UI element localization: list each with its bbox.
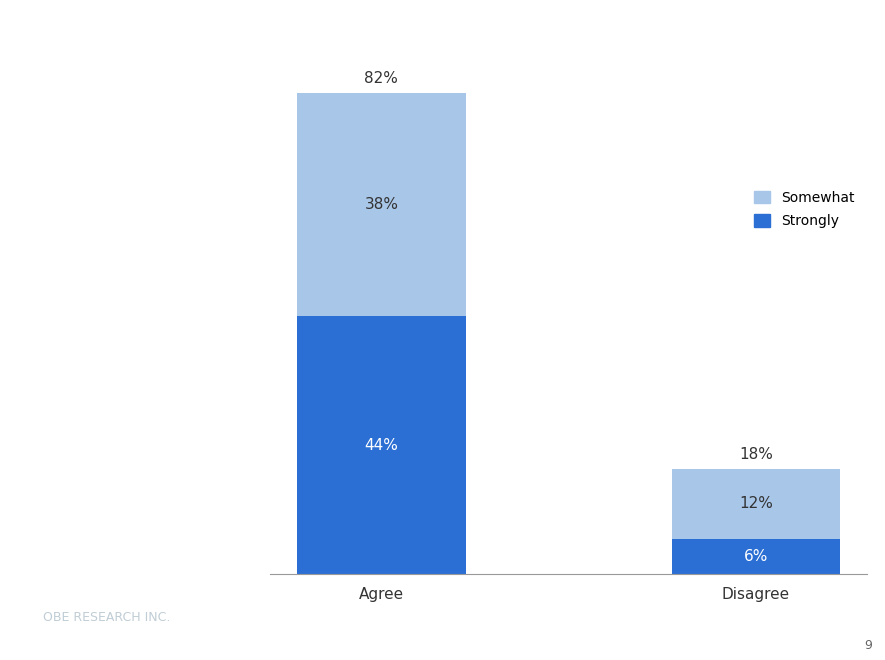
Text: PR: PR: [21, 610, 40, 624]
Bar: [297, 316, 466, 574]
Text: 12%: 12%: [739, 496, 773, 512]
Text: 9: 9: [864, 639, 872, 652]
Text: OBE RESEARCH INC.: OBE RESEARCH INC.: [43, 610, 171, 624]
Text: 18%: 18%: [739, 447, 773, 461]
Legend: Somewhat, Strongly: Somewhat, Strongly: [748, 185, 860, 234]
Bar: [297, 93, 466, 316]
Text: 44%: 44%: [365, 438, 398, 453]
Text: 82%: 82%: [365, 71, 398, 86]
Bar: [672, 469, 840, 539]
Text: EIGHT-IN-TEN
SAY WINNIPEG’S
INDIGENOUS/
NON-
INDIGENOUS
DIVIDE IS A
SERIOUS ISSU: EIGHT-IN-TEN SAY WINNIPEG’S INDIGENOUS/ …: [21, 20, 203, 169]
Bar: [672, 539, 840, 574]
Text: 6%: 6%: [743, 549, 768, 564]
Text: WFP1a. “How much do you agree
or disagree with each of the
following statements:: WFP1a. “How much do you agree or disagre…: [21, 290, 205, 364]
Text: Base: All respondents (N=600): Base: All respondents (N=600): [21, 558, 193, 568]
Text: 38%: 38%: [365, 197, 398, 212]
